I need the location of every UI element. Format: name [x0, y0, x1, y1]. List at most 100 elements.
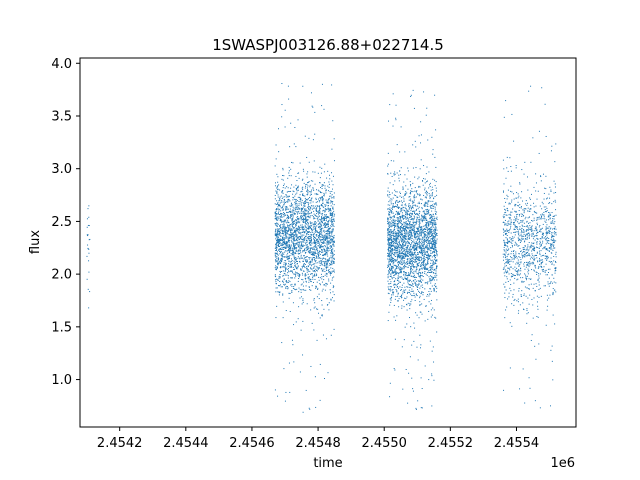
data-point — [394, 238, 396, 240]
data-point — [285, 242, 287, 244]
data-point — [329, 272, 331, 274]
data-point — [433, 232, 435, 234]
data-point — [302, 250, 304, 252]
data-point — [301, 224, 303, 226]
data-point — [293, 273, 295, 275]
data-point — [398, 267, 400, 269]
data-point — [410, 227, 412, 229]
data-point — [408, 230, 410, 232]
data-point — [286, 242, 288, 244]
data-point — [389, 247, 391, 249]
data-point — [432, 236, 434, 238]
data-point — [394, 226, 396, 228]
data-point — [389, 239, 391, 241]
data-point — [283, 241, 285, 243]
data-point — [327, 185, 329, 187]
data-point — [427, 203, 429, 205]
data-point — [297, 219, 299, 221]
data-point — [398, 266, 400, 268]
data-point — [291, 218, 293, 220]
data-point — [436, 194, 438, 196]
data-point — [297, 216, 299, 217]
data-point — [274, 279, 276, 281]
data-point — [328, 209, 330, 211]
data-point — [387, 233, 389, 235]
data-point — [419, 277, 421, 279]
data-point — [409, 305, 411, 307]
data-point — [404, 210, 406, 212]
data-point — [317, 205, 319, 207]
data-point — [422, 261, 424, 263]
data-point — [318, 200, 320, 201]
data-point — [329, 238, 331, 240]
data-point — [284, 238, 286, 240]
data-point — [418, 282, 420, 284]
data-point — [310, 228, 312, 230]
data-point — [333, 220, 335, 222]
data-point — [413, 242, 415, 244]
data-point — [421, 221, 423, 223]
data-point — [322, 238, 324, 240]
data-point — [420, 251, 422, 253]
data-point — [284, 264, 286, 266]
data-point — [86, 226, 88, 228]
data-point — [318, 220, 319, 222]
data-point — [301, 269, 303, 271]
data-point — [306, 231, 308, 233]
data-point — [408, 218, 410, 220]
data-point — [401, 239, 403, 241]
data-point — [401, 215, 403, 217]
data-point — [433, 255, 435, 257]
data-point — [430, 220, 432, 222]
data-point — [313, 307, 315, 309]
data-point — [424, 249, 426, 251]
data-point — [316, 242, 318, 244]
data-point — [407, 252, 409, 254]
data-point — [397, 232, 399, 234]
data-point — [282, 246, 284, 248]
data-point — [310, 199, 312, 201]
data-point — [316, 230, 318, 232]
data-point — [423, 267, 425, 269]
data-point — [413, 248, 415, 250]
data-point — [323, 308, 325, 310]
data-point — [293, 256, 295, 258]
data-point — [290, 253, 292, 255]
data-point — [317, 238, 319, 240]
data-point — [427, 221, 429, 223]
data-point — [421, 250, 423, 252]
data-point — [404, 231, 406, 233]
data-point — [408, 292, 410, 294]
data-point — [324, 234, 326, 236]
data-point — [304, 252, 306, 254]
data-point — [295, 273, 297, 275]
data-point — [304, 217, 306, 219]
data-point — [316, 205, 318, 207]
data-point — [331, 271, 333, 273]
data-point — [302, 208, 304, 210]
data-point — [306, 219, 308, 221]
data-point — [404, 229, 406, 231]
data-point — [298, 241, 300, 243]
data-point — [427, 213, 429, 215]
data-point — [332, 248, 334, 250]
data-point — [397, 251, 399, 253]
data-point — [296, 180, 298, 182]
data-point — [417, 231, 419, 232]
data-point — [275, 265, 277, 267]
data-point — [331, 172, 333, 174]
data-point — [409, 257, 411, 259]
data-point — [280, 245, 282, 247]
data-point — [284, 220, 286, 222]
data-point — [310, 200, 312, 202]
data-point — [319, 232, 321, 234]
data-point — [283, 278, 285, 280]
data-point — [328, 208, 330, 210]
data-point — [281, 243, 283, 245]
data-point — [388, 221, 390, 223]
data-point — [428, 248, 430, 250]
data-point — [429, 228, 431, 230]
data-point — [426, 205, 428, 207]
data-point — [295, 175, 297, 177]
data-point — [418, 251, 420, 253]
